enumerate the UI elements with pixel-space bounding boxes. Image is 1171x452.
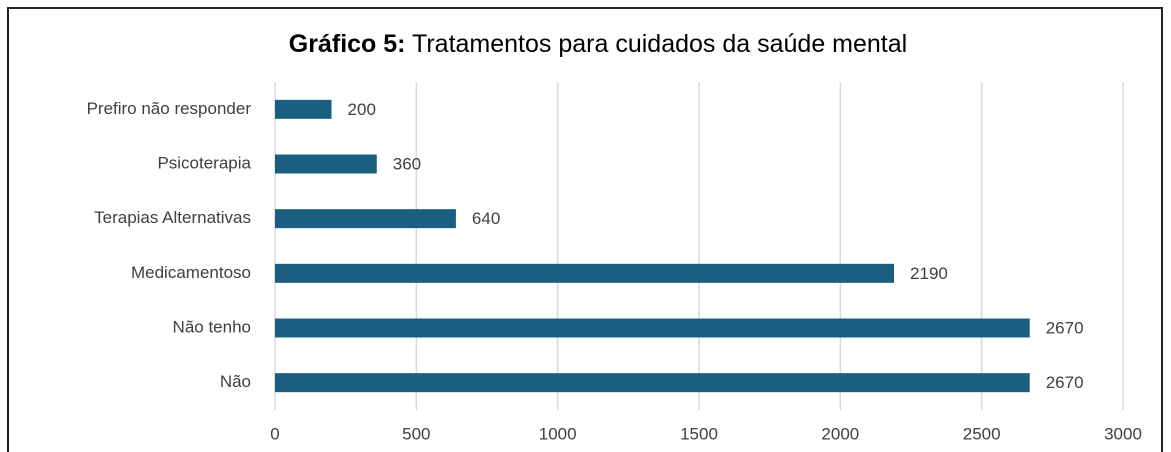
y-tick-label: Terapias Alternativas bbox=[94, 208, 251, 227]
bar bbox=[275, 263, 895, 283]
value-label: 360 bbox=[393, 154, 421, 173]
value-label: 200 bbox=[348, 100, 376, 119]
x-tick-label: 2000 bbox=[821, 424, 859, 443]
value-label: 2670 bbox=[1046, 373, 1084, 392]
x-tick-label: 1000 bbox=[539, 424, 577, 443]
bar bbox=[275, 373, 1030, 393]
chart-title: Gráfico 5: Tratamentos para cuidados da … bbox=[289, 30, 907, 58]
y-tick-label: Não bbox=[220, 372, 251, 391]
bar bbox=[275, 209, 456, 229]
value-label: 2670 bbox=[1046, 318, 1084, 337]
x-tick-label: 0 bbox=[270, 424, 279, 443]
y-tick-label: Medicamentoso bbox=[131, 263, 251, 282]
bar bbox=[275, 318, 1030, 338]
title-label: Gráfico 5: bbox=[289, 30, 406, 58]
x-tick-label: 3000 bbox=[1104, 424, 1142, 443]
x-tick-label: 500 bbox=[402, 424, 430, 443]
bar bbox=[275, 99, 332, 119]
value-label: 2190 bbox=[910, 264, 948, 283]
value-label: 640 bbox=[472, 209, 500, 228]
y-tick-label: Prefiro não responder bbox=[87, 99, 252, 118]
bar bbox=[275, 154, 377, 174]
title-text: Tratamentos para cuidados da saúde menta… bbox=[412, 30, 907, 58]
x-tick-label: 2500 bbox=[963, 424, 1001, 443]
y-tick-label: Psicoterapia bbox=[157, 153, 251, 172]
y-tick-label: Não tenho bbox=[173, 317, 251, 336]
x-tick-label: 1500 bbox=[680, 424, 718, 443]
